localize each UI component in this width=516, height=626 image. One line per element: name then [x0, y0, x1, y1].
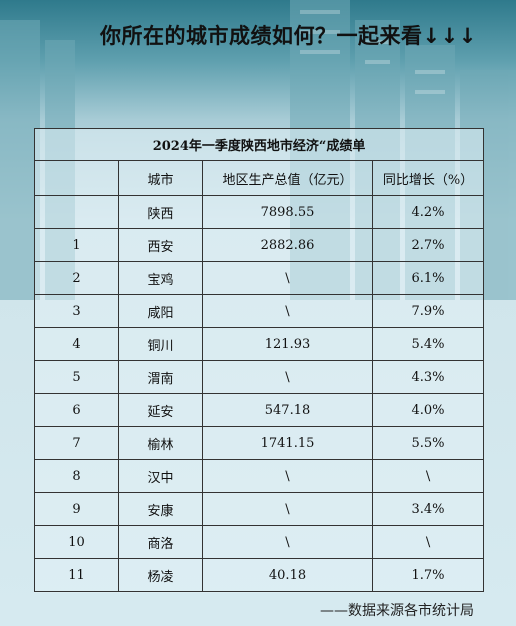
table-row: 9 安康 \ 3.4%	[34, 492, 485, 526]
header-gdp: 地区生产总值（亿元）	[202, 160, 373, 196]
cell-gdp: \	[202, 525, 373, 559]
table-row: 1 西安 2882.86 2.7%	[34, 228, 485, 262]
cell-gdp: \	[202, 459, 373, 493]
cell-growth: 3.4%	[371, 492, 485, 526]
cell-rank: 8	[34, 459, 119, 493]
cell-city: 延安	[118, 393, 203, 427]
table-row: 8 汉中 \ \	[34, 459, 485, 493]
data-source-note: ——数据来源各市统计局	[320, 603, 474, 619]
table-title: 2024年一季度陕西地市经济“成绩单	[33, 128, 485, 161]
cell-rank: 7	[34, 426, 119, 460]
header-rank	[34, 160, 119, 196]
header-city: 城市	[118, 160, 203, 196]
cell-city: 西安	[118, 228, 203, 262]
table-row: 6 延安 547.18 4.0%	[34, 393, 485, 427]
table-row: 11 杨凌 40.18 1.7%	[34, 558, 485, 592]
cell-gdp: 121.93	[202, 327, 373, 361]
cell-city: 商洛	[118, 525, 203, 559]
cell-rank: 6	[34, 393, 119, 427]
cell-gdp: 40.18	[202, 558, 373, 592]
cell-growth: 5.5%	[371, 426, 485, 460]
cell-rank: 2	[34, 261, 119, 295]
table-row: 3 咸阳 \ 7.9%	[34, 294, 485, 328]
cell-rank: 9	[34, 492, 119, 526]
cell-rank: 5	[34, 360, 119, 394]
table-row: 陕西 7898.55 4.2%	[34, 195, 485, 229]
table-row: 5 渭南 \ 4.3%	[34, 360, 485, 394]
cell-city: 铜川	[118, 327, 203, 361]
cell-gdp: \	[202, 294, 373, 328]
cell-rank: 3	[34, 294, 119, 328]
cell-city: 安康	[118, 492, 203, 526]
cell-growth: 7.9%	[371, 294, 485, 328]
cell-rank: 1	[34, 228, 119, 262]
cell-city: 陕西	[118, 195, 203, 229]
table-row: 4 铜川 121.93 5.4%	[34, 327, 485, 361]
cell-city: 咸阳	[118, 294, 203, 328]
cell-gdp: 2882.86	[202, 228, 373, 262]
cell-city: 汉中	[118, 459, 203, 493]
cell-rank	[34, 195, 119, 229]
cell-gdp: 1741.15	[202, 426, 373, 460]
header-growth: 同比增长（%）	[371, 160, 485, 196]
table-row: 7 榆林 1741.15 5.5%	[34, 426, 485, 460]
cell-growth: \	[371, 525, 485, 559]
cell-gdp: 7898.55	[202, 195, 373, 229]
cell-growth: 6.1%	[371, 261, 485, 295]
cell-rank: 11	[34, 558, 119, 592]
table-row: 10 商洛 \ \	[34, 525, 485, 559]
cell-city: 杨凌	[118, 558, 203, 592]
cell-city: 榆林	[118, 426, 203, 460]
cell-gdp: \	[202, 261, 373, 295]
table-row: 2 宝鸡 \ 6.1%	[34, 261, 485, 295]
cell-growth: 2.7%	[371, 228, 485, 262]
cell-rank: 10	[34, 525, 119, 559]
economy-table: 2024年一季度陕西地市经济“成绩单 城市 地区生产总值（亿元） 同比增长（%）…	[33, 128, 485, 592]
cell-growth: 4.2%	[371, 195, 485, 229]
cell-growth: 4.0%	[371, 393, 485, 427]
cell-city: 渭南	[118, 360, 203, 394]
table-header-row: 城市 地区生产总值（亿元） 同比增长（%）	[34, 160, 485, 196]
cell-growth: 5.4%	[371, 327, 485, 361]
cell-gdp: \	[202, 360, 373, 394]
cell-growth: \	[371, 459, 485, 493]
cell-rank: 4	[34, 327, 119, 361]
cell-city: 宝鸡	[118, 261, 203, 295]
cell-growth: 4.3%	[371, 360, 485, 394]
cell-gdp: \	[202, 492, 373, 526]
cell-growth: 1.7%	[371, 558, 485, 592]
cell-gdp: 547.18	[202, 393, 373, 427]
page-headline: 你所在的城市成绩如何？一起来看↓↓↓	[100, 24, 477, 48]
